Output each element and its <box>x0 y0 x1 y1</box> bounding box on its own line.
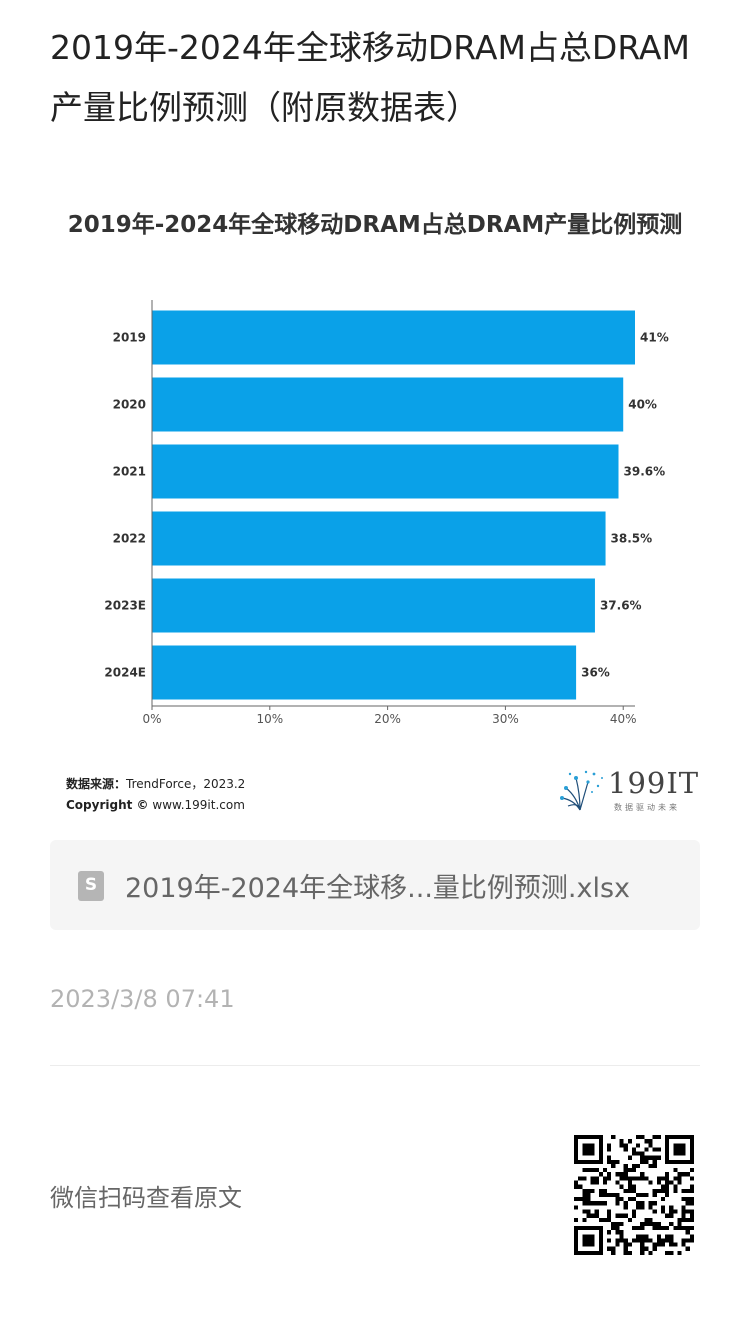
source-label: 数据来源： <box>66 777 127 791</box>
x-tick-label: 40% <box>610 712 637 726</box>
bar-2019 <box>152 310 635 365</box>
source-value: TrendForce，2023.2 <box>126 777 246 791</box>
category-label: 2022 <box>113 532 146 546</box>
page-title: 2019年-2024年全球移动DRAM占总DRAM产量比例预测（附原数据表） <box>50 28 690 127</box>
spreadsheet-file-icon: S <box>78 871 104 901</box>
199it-logo: 199IT 数据驱动未来 <box>558 766 698 816</box>
bar-2021 <box>152 444 619 499</box>
data-label: 38.5% <box>611 532 653 546</box>
attachment-card[interactable]: S 2019年-2024年全球移...量比例预测.xlsx <box>50 840 700 930</box>
x-tick-label: 30% <box>492 712 519 726</box>
bar-2020 <box>152 377 624 432</box>
x-tick-label: 0% <box>142 712 161 726</box>
category-label: 2021 <box>113 465 146 479</box>
logo-subtext: 数据驱动未来 <box>614 803 680 812</box>
wechat-scan-hint: 微信扫码查看原文 <box>50 1184 242 1212</box>
data-label: 37.6% <box>600 599 642 613</box>
data-label: 40% <box>628 398 657 412</box>
x-tick-label: 10% <box>256 712 283 726</box>
category-label: 2023E <box>104 599 146 613</box>
bar-2023E <box>152 578 595 633</box>
category-label: 2020 <box>113 398 146 412</box>
bar-2022 <box>152 511 606 566</box>
category-label: 2024E <box>104 666 146 680</box>
bar-2024E <box>152 645 577 700</box>
chart-title: 2019年-2024年全球移动DRAM占总DRAM产量比例预测 <box>67 212 683 238</box>
data-label: 41% <box>640 331 669 345</box>
logo-text: 199IT <box>608 766 700 800</box>
bar-chart: 2019 41% 2020 40% 2021 39.6% 2022 38.5% 2023E 37.… <box>104 300 669 726</box>
qr-code-icon[interactable] <box>574 1135 694 1255</box>
attachment-filename[interactable]: 2019年-2024年全球移...量比例预测.xlsx <box>125 873 631 904</box>
file-icon-letter: S <box>84 875 98 895</box>
data-label: 36% <box>581 666 610 680</box>
copyright-label: Copyright © <box>66 798 149 812</box>
category-label: 2019 <box>113 331 146 345</box>
copyright-value: www.199it.com <box>152 798 245 812</box>
data-label: 39.6% <box>624 465 666 479</box>
publish-timestamp: 2023/3/8 07:41 <box>50 985 235 1013</box>
x-tick-label: 20% <box>374 712 401 726</box>
dandelion-logo-icon <box>560 770 603 811</box>
divider <box>50 1065 700 1066</box>
source-note: 数据来源：TrendForce，2023.2 Copyright © www.1… <box>66 774 245 816</box>
